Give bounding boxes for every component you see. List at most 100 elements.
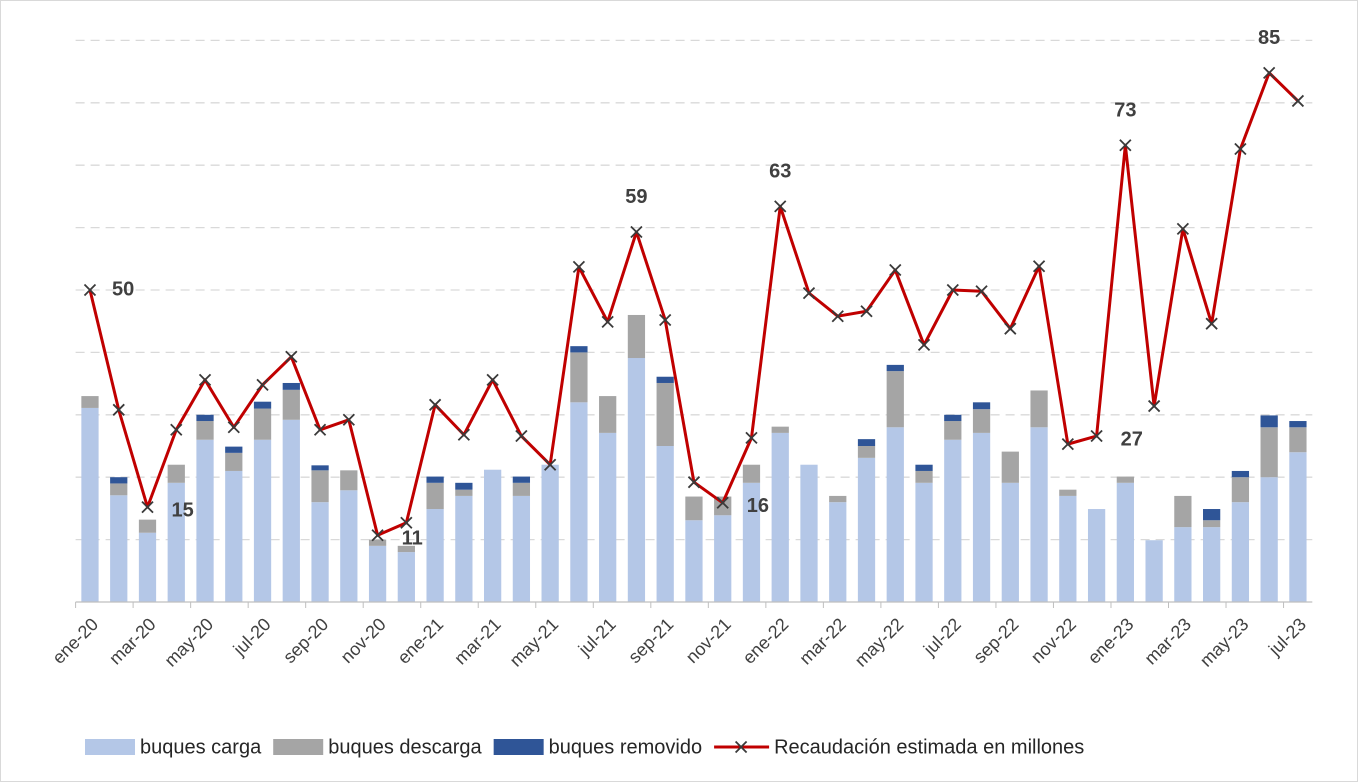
bar-segment — [225, 446, 243, 453]
bar-segment — [1174, 527, 1192, 602]
bar-segment — [167, 464, 185, 483]
bar-segment — [1001, 482, 1019, 602]
line-marker — [371, 529, 384, 542]
line-marker — [1004, 322, 1017, 335]
bar-segment — [81, 396, 99, 408]
bar-segment — [455, 482, 473, 490]
legend-swatch — [273, 739, 324, 755]
bar-segment — [656, 376, 674, 383]
bar-segment — [368, 545, 387, 602]
bar-segment — [685, 496, 703, 521]
bar-segment — [512, 495, 531, 602]
bar-segment — [771, 426, 789, 433]
line-marker — [1061, 437, 1074, 451]
bar-segment — [225, 470, 243, 602]
data-label: 85 — [1258, 27, 1280, 49]
line-marker — [227, 421, 240, 434]
bar-segment — [282, 382, 300, 390]
bar-segment — [426, 509, 444, 602]
bar-segment — [944, 439, 962, 602]
line-marker — [83, 283, 97, 297]
bar-segment — [886, 364, 904, 372]
bar-segment — [397, 552, 415, 602]
bar-segment — [656, 446, 674, 602]
bar-segment — [110, 483, 128, 496]
bar-segment — [771, 432, 789, 602]
bar-segment — [1260, 415, 1278, 428]
data-label: 11 — [402, 528, 423, 550]
line-marker — [400, 516, 413, 529]
bar-segment — [1059, 489, 1077, 496]
line-marker — [1176, 222, 1190, 235]
bar-segment — [685, 520, 703, 602]
bar-segment — [138, 532, 157, 602]
line-marker — [889, 263, 902, 277]
bar-segment — [282, 389, 300, 420]
bar-segment — [1231, 502, 1250, 602]
bar-segment — [1203, 527, 1221, 602]
bar-segment — [570, 402, 588, 602]
bar-segment — [455, 495, 473, 602]
bar-segment — [742, 464, 761, 483]
line-marker — [716, 496, 729, 509]
bar-segment — [599, 432, 617, 602]
line-marker — [198, 373, 212, 386]
line-marker — [831, 310, 844, 323]
bar-segment — [656, 382, 674, 446]
data-label: 16 — [747, 495, 769, 517]
bar-segment — [1231, 470, 1250, 478]
line-marker — [659, 313, 672, 327]
bar-segment — [1116, 476, 1134, 483]
bar-segment — [138, 519, 157, 533]
legend-label: Recaudación estimada en millones — [774, 736, 1084, 758]
bar-segment — [196, 421, 214, 440]
line-marker — [1234, 142, 1247, 156]
bar-segment — [570, 346, 588, 353]
bar-segment — [1289, 427, 1307, 453]
bar-segment — [253, 408, 272, 440]
line-marker — [457, 428, 471, 441]
bar-segment — [1116, 482, 1134, 602]
bar-segment — [627, 358, 646, 602]
line-marker — [313, 423, 327, 436]
data-label: 27 — [1121, 428, 1143, 450]
legend-swatch — [493, 739, 544, 755]
bar-segment — [972, 409, 991, 433]
bar-segment — [627, 314, 646, 359]
bar-segment — [426, 476, 444, 483]
bar-segment — [857, 439, 876, 446]
bar-segment — [340, 490, 358, 602]
bar-segment — [829, 495, 847, 503]
bar-segment — [340, 470, 358, 491]
bar-segment — [253, 439, 272, 602]
data-label: 15 — [172, 499, 194, 521]
bar-segment — [829, 502, 847, 602]
line-marker — [1032, 260, 1046, 273]
bar-segment — [81, 407, 99, 602]
line-marker — [745, 431, 758, 445]
bar-segment — [599, 396, 617, 433]
bar-segment — [253, 401, 272, 409]
line-marker — [170, 423, 183, 436]
bar-segment — [714, 515, 732, 602]
bar-segment — [311, 470, 329, 503]
bar-segment — [915, 464, 933, 471]
line-marker — [1291, 94, 1305, 108]
bar-segment — [1203, 520, 1221, 528]
bar-segment — [1030, 427, 1048, 602]
line-marker — [1263, 66, 1276, 79]
bar-segment — [1174, 495, 1192, 528]
line-marker — [285, 350, 298, 363]
line-marker — [1205, 317, 1218, 330]
line-marker — [342, 413, 355, 426]
line-marker — [630, 225, 643, 239]
bar-segment — [110, 495, 128, 602]
bar-segment — [915, 482, 933, 602]
data-label: 73 — [1114, 100, 1136, 122]
data-label: 63 — [769, 161, 791, 183]
bar-segment — [1289, 452, 1307, 602]
bar-segment — [541, 464, 559, 602]
bar-segment — [512, 482, 531, 496]
line-marker — [1090, 429, 1103, 443]
